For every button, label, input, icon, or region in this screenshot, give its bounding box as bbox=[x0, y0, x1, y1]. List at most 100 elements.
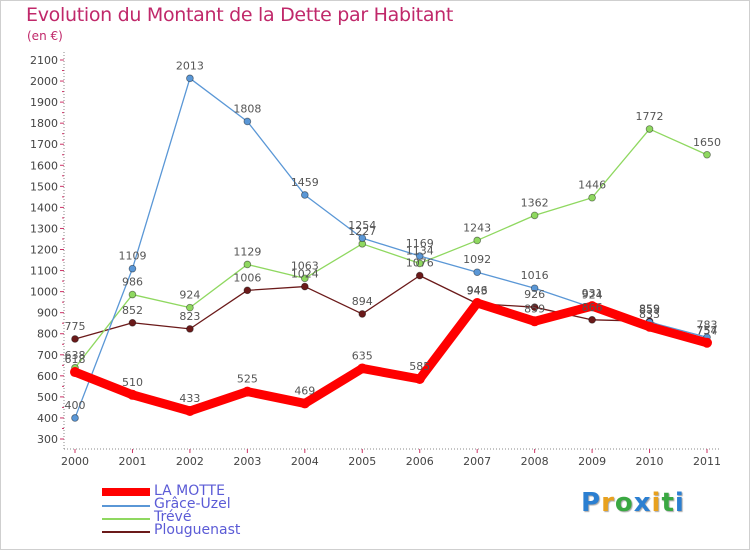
x-tick-label: 2011 bbox=[693, 455, 721, 468]
x-tick-label: 2006 bbox=[406, 455, 434, 468]
data-point-grace-uzel bbox=[186, 74, 194, 83]
data-label-plouguenast: 1024 bbox=[291, 268, 319, 281]
logo-letter: o bbox=[614, 488, 634, 518]
x-tick-label: 2008 bbox=[521, 455, 549, 468]
data-label-treve: 1446 bbox=[578, 179, 606, 192]
legend-swatch bbox=[102, 488, 150, 496]
data-label-treve: 1650 bbox=[693, 136, 721, 149]
data-label-treve: 1772 bbox=[636, 110, 664, 123]
y-tick-label: 1000 bbox=[30, 286, 58, 299]
data-label-plouguenast: 775 bbox=[65, 320, 86, 333]
y-tick-label: 1600 bbox=[30, 159, 58, 172]
data-point-la-motte bbox=[357, 363, 368, 374]
data-label-treve: 1243 bbox=[463, 221, 491, 234]
x-tick-label: 2002 bbox=[176, 455, 204, 468]
y-tick-label: 1700 bbox=[30, 138, 58, 151]
logo-letter: t bbox=[661, 488, 675, 518]
data-point-plouguenast bbox=[530, 303, 539, 311]
unit-label: (en €) bbox=[27, 29, 63, 43]
data-label-grace-uzel: 1459 bbox=[291, 176, 319, 189]
data-label-plouguenast: 943 bbox=[467, 285, 488, 298]
axes: 300 400 500 600 700 800 900 1000 1100 1200 1300 140… bbox=[30, 52, 721, 468]
data-label-treve: 638 bbox=[65, 349, 86, 362]
y-tick-label: 1300 bbox=[30, 222, 58, 235]
data-point-grace-uzel bbox=[128, 264, 137, 273]
x-tick-label: 2007 bbox=[463, 455, 491, 468]
data-point-treve bbox=[703, 150, 711, 159]
data-point-plouguenast bbox=[71, 335, 79, 343]
series-line-grace-uzel bbox=[74, 77, 708, 419]
data-label-la-motte: 757 bbox=[697, 324, 718, 337]
data-point-treve bbox=[645, 125, 654, 133]
data-labels-layer: 775 852 823 1006 1024 894 1076 943 926 866 859 754 6… bbox=[65, 59, 722, 412]
data-point-la-motte bbox=[127, 389, 138, 400]
series-line-la-motte bbox=[70, 298, 712, 416]
data-label-grace-uzel: 1808 bbox=[233, 102, 261, 115]
data-point-la-motte bbox=[299, 398, 310, 409]
data-point-la-motte bbox=[70, 367, 80, 378]
series-line-plouguenast bbox=[74, 274, 708, 345]
data-point-grace-uzel bbox=[243, 117, 252, 126]
y-tick-label: 1100 bbox=[30, 265, 58, 278]
data-point-treve bbox=[588, 193, 596, 202]
data-label-grace-uzel: 1109 bbox=[118, 250, 146, 263]
data-point-grace-uzel bbox=[415, 252, 424, 260]
data-label-treve: 986 bbox=[122, 276, 143, 289]
data-point-plouguenast bbox=[358, 310, 367, 318]
data-point-plouguenast bbox=[186, 325, 194, 333]
data-label-la-motte: 469 bbox=[294, 384, 315, 397]
data-label-plouguenast: 754 bbox=[697, 324, 718, 337]
data-label-plouguenast: 894 bbox=[352, 295, 373, 308]
y-tick-label: 400 bbox=[37, 412, 58, 425]
data-label-grace-uzel: 1169 bbox=[406, 237, 434, 250]
data-label-plouguenast: 852 bbox=[122, 304, 143, 317]
data-point-la-motte bbox=[414, 373, 425, 384]
y-tick-label: 1500 bbox=[30, 180, 58, 193]
x-tick-label: 2010 bbox=[636, 455, 664, 468]
logo-letter: x bbox=[633, 488, 652, 518]
data-label-plouguenast: 926 bbox=[524, 288, 545, 301]
data-label-plouguenast: 823 bbox=[179, 310, 200, 323]
data-point-plouguenast bbox=[128, 318, 137, 327]
y-tick-label: 2100 bbox=[30, 54, 58, 67]
data-label-grace-uzel: 855 bbox=[639, 303, 660, 316]
data-label-la-motte: 618 bbox=[65, 353, 86, 366]
y-tick-label: 800 bbox=[37, 328, 58, 341]
data-point-plouguenast bbox=[588, 316, 596, 324]
legend-label: Trévé bbox=[154, 509, 192, 525]
x-tick-label: 2004 bbox=[291, 455, 319, 468]
data-label-la-motte: 859 bbox=[524, 302, 545, 315]
data-point-la-motte bbox=[529, 316, 540, 327]
y-tick-label: 900 bbox=[37, 307, 58, 320]
x-tick-label: 2009 bbox=[578, 455, 606, 468]
x-tick-label: 2001 bbox=[118, 455, 146, 468]
data-point-plouguenast bbox=[415, 271, 424, 280]
data-point-treve bbox=[473, 236, 481, 245]
data-label-plouguenast: 866 bbox=[582, 301, 603, 314]
data-label-la-motte: 433 bbox=[179, 392, 200, 405]
data-label-treve: 1134 bbox=[406, 244, 434, 257]
data-point-grace-uzel bbox=[358, 234, 367, 242]
data-point-la-motte bbox=[472, 297, 483, 308]
data-label-grace-uzel: 783 bbox=[697, 318, 718, 331]
data-point-treve bbox=[415, 259, 424, 268]
data-point-grace-uzel bbox=[71, 414, 79, 422]
data-label-la-motte: 833 bbox=[639, 308, 660, 321]
data-label-treve: 1063 bbox=[291, 259, 319, 272]
data-label-grace-uzel: 924 bbox=[582, 289, 603, 302]
data-label-la-motte: 510 bbox=[122, 376, 143, 389]
series-layer bbox=[70, 74, 712, 422]
data-label-plouguenast: 1006 bbox=[233, 271, 261, 284]
data-label-la-motte: 525 bbox=[237, 373, 258, 386]
proxiti-logo: Proxiti bbox=[581, 488, 685, 518]
logo-letter: i bbox=[674, 488, 685, 518]
data-point-treve bbox=[128, 290, 137, 299]
data-label-grace-uzel: 1254 bbox=[348, 219, 376, 232]
y-tick-label: 300 bbox=[37, 433, 58, 446]
data-label-grace-uzel: 1092 bbox=[463, 253, 491, 266]
logo-letter: i bbox=[651, 488, 662, 518]
legend-swatch bbox=[102, 505, 150, 507]
y-tick-label: 700 bbox=[37, 349, 58, 362]
data-label-la-motte: 585 bbox=[409, 360, 430, 373]
legend-swatch bbox=[102, 531, 150, 533]
